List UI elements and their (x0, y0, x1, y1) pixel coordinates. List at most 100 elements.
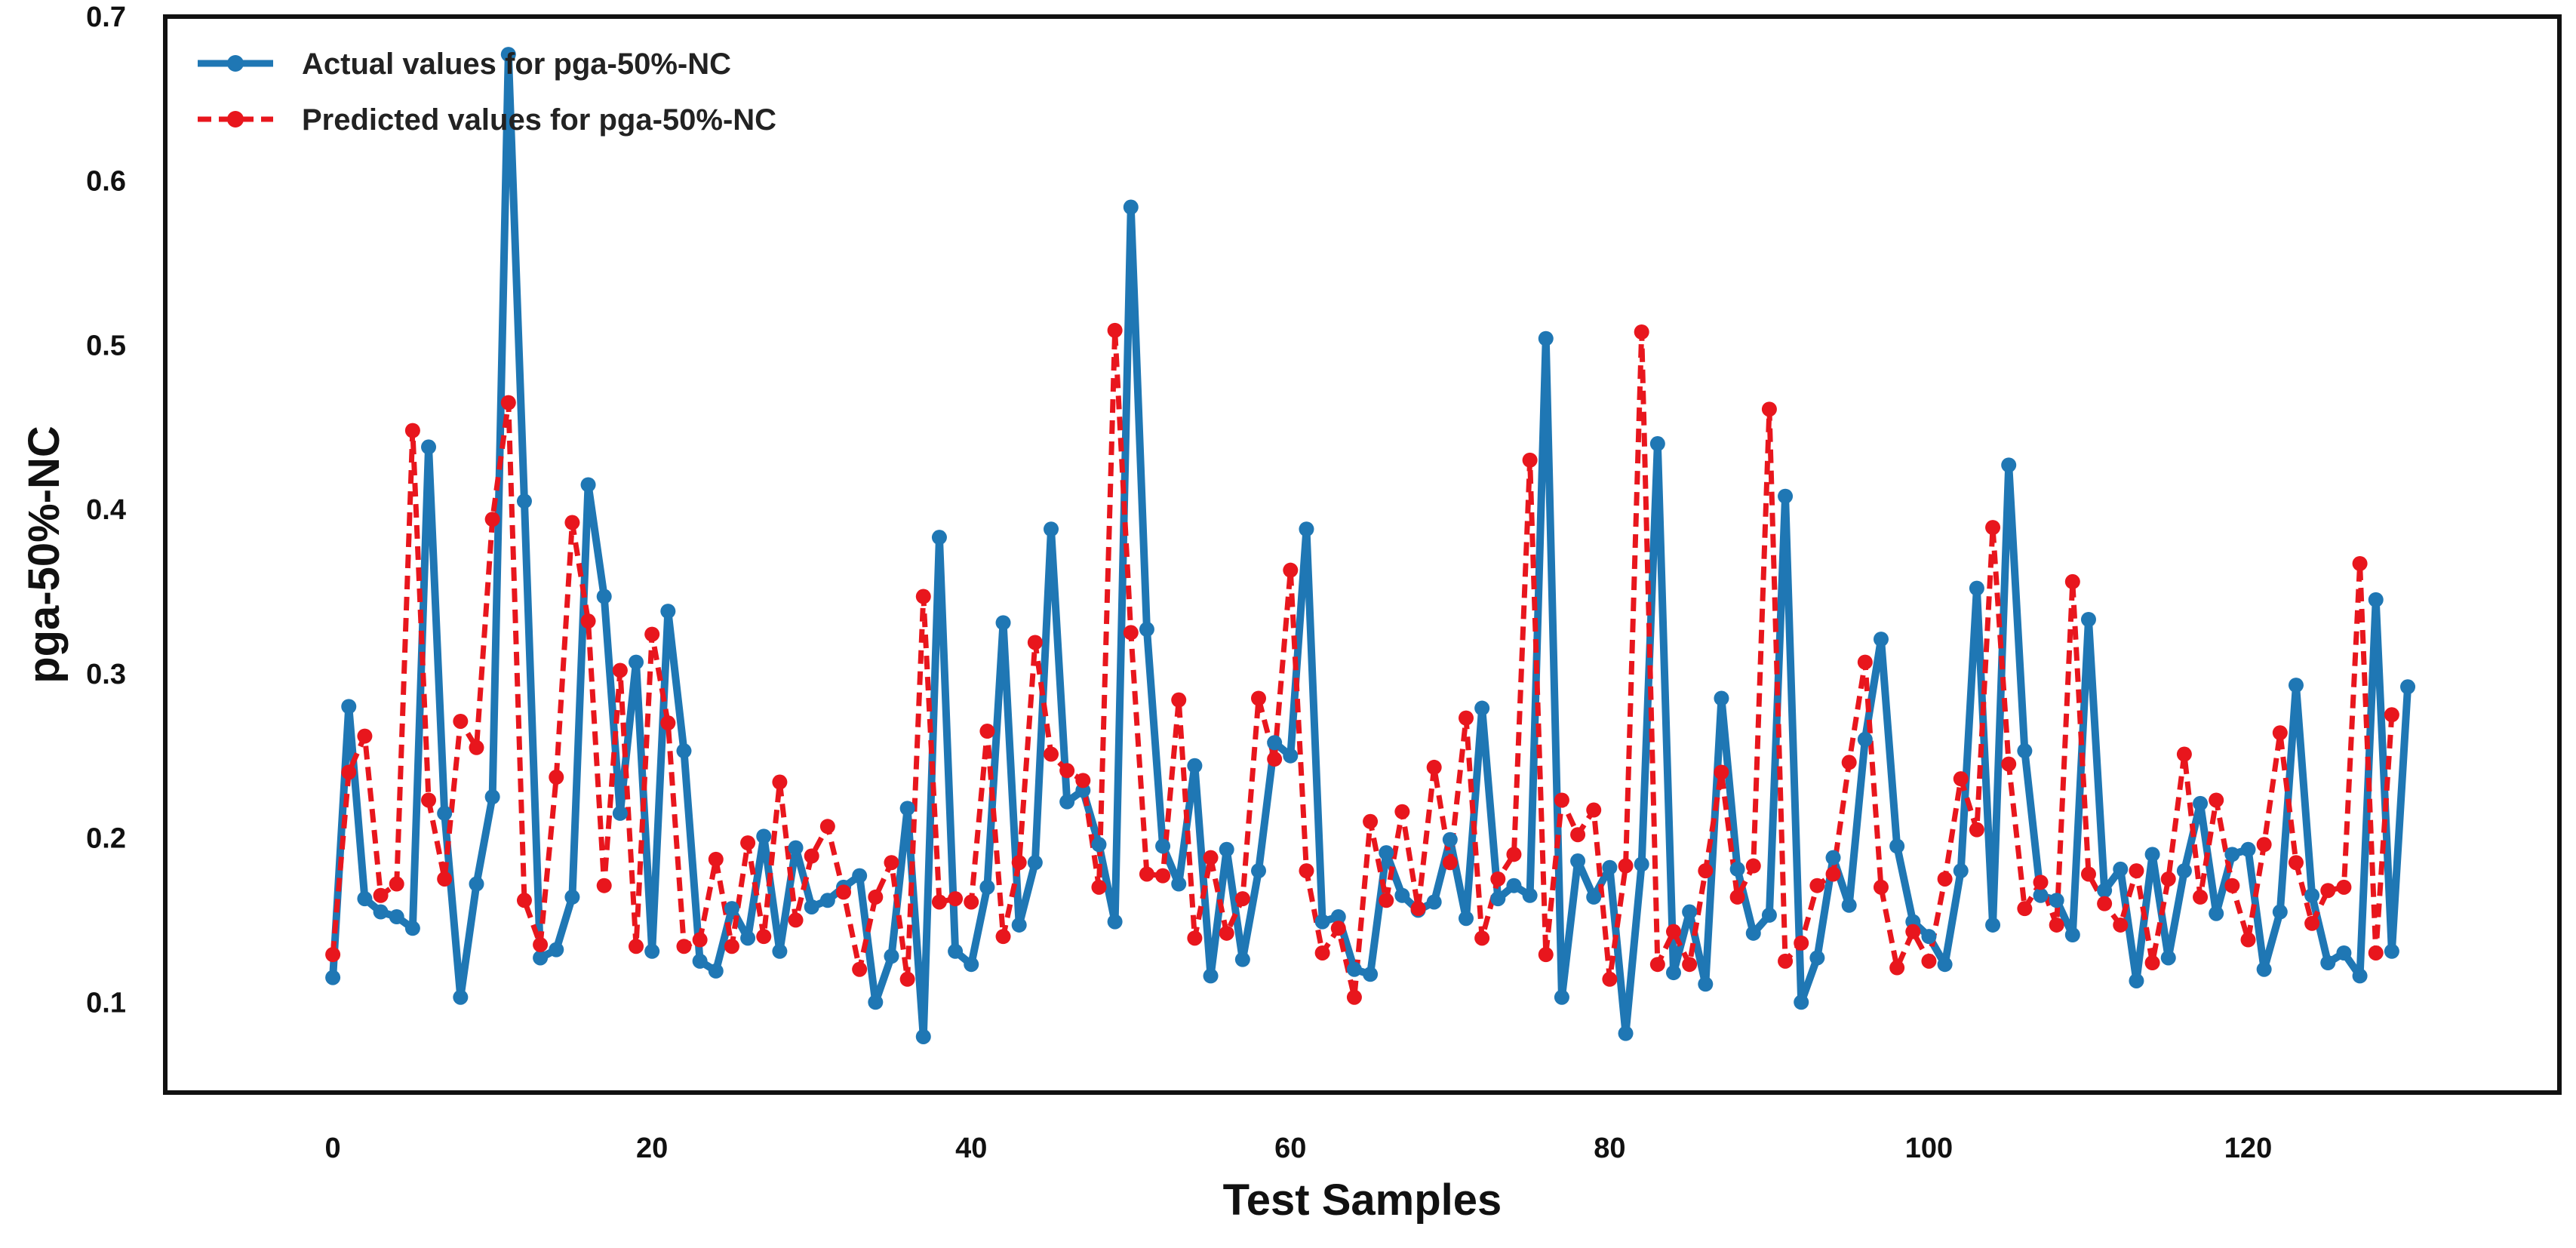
predicted-data-point (852, 961, 868, 977)
actual-data-point (1426, 894, 1442, 910)
y-axis: 0.1 0.2 0.3 0.4 0.5 0.6 0.7 (86, 2, 126, 1019)
predicted-data-point (804, 848, 819, 864)
predicted-data-point (580, 613, 596, 629)
predicted-data-point (1586, 802, 1602, 818)
actual-data-point (1091, 837, 1107, 853)
legend-marker-predicted (227, 111, 244, 128)
actual-data-point (1171, 876, 1187, 892)
series-points-predicted (325, 322, 2399, 1005)
predicted-data-point (1155, 868, 1171, 884)
predicted-data-point (931, 894, 947, 910)
actual-data-point (852, 868, 868, 884)
actual-data-point (1857, 731, 1873, 747)
actual-data-point (1123, 199, 1139, 215)
actual-data-point (868, 994, 884, 1010)
actual-data-point (1698, 976, 1714, 992)
actual-data-point (1219, 841, 1234, 857)
actual-data-point (1745, 925, 1761, 941)
predicted-data-point (1506, 847, 1522, 862)
actual-data-point (1921, 929, 1937, 945)
predicted-data-point (1953, 771, 1969, 787)
actual-data-point (404, 921, 420, 936)
actual-data-point (1778, 488, 1794, 504)
legend-label-actual: Actual values for pga-50%-NC (302, 48, 731, 81)
predicted-data-point (629, 939, 644, 954)
predicted-data-point (469, 739, 484, 755)
actual-data-point (915, 1028, 931, 1044)
predicted-data-point (836, 884, 852, 900)
x-tick-label: 100 (1905, 1133, 1953, 1164)
actual-data-point (2256, 961, 2272, 977)
actual-data-point (1011, 917, 1027, 933)
actual-data-point (1649, 436, 1665, 452)
actual-data-point (1873, 632, 1889, 647)
actual-data-point (1794, 994, 1809, 1010)
predicted-data-point (756, 929, 772, 945)
actual-data-point (1714, 690, 1729, 706)
predicted-data-point (500, 395, 516, 410)
actual-data-point (1442, 831, 1458, 847)
predicted-data-point (1234, 891, 1250, 907)
predicted-data-point (2033, 875, 2049, 890)
predicted-data-point (1873, 879, 1889, 895)
x-tick-label: 80 (1594, 1133, 1625, 1164)
actual-data-point (2336, 945, 2352, 961)
actual-data-point (788, 840, 804, 856)
actual-data-point (2097, 883, 2113, 899)
predicted-data-point (1985, 520, 2001, 536)
predicted-data-point (2240, 932, 2256, 948)
predicted-data-point (1969, 822, 1984, 838)
actual-data-point (995, 615, 1011, 631)
predicted-data-point (421, 792, 437, 808)
predicted-data-point (1937, 871, 1953, 887)
actual-data-point (2288, 678, 2304, 693)
actual-data-point (2384, 943, 2399, 959)
predicted-data-point (549, 770, 564, 785)
actual-data-point (1889, 838, 1905, 854)
actual-data-point (2400, 679, 2416, 695)
predicted-data-point (596, 878, 612, 893)
predicted-data-point (1714, 764, 1729, 780)
actual-data-point (549, 942, 564, 958)
actual-data-point (1969, 580, 1984, 596)
predicted-data-point (2352, 555, 2368, 571)
predicted-data-point (964, 894, 979, 910)
y-tick-label: 0.1 (86, 987, 126, 1019)
predicted-data-point (2193, 889, 2209, 905)
predicted-data-point (341, 764, 357, 780)
predicted-data-point (1394, 804, 1410, 819)
predicted-data-point (1905, 924, 1921, 939)
actual-data-point (2176, 863, 2192, 879)
actual-data-point (437, 805, 453, 821)
predicted-data-point (1346, 989, 1362, 1005)
plot-area-marks (325, 47, 2416, 1044)
predicted-data-point (915, 589, 931, 604)
predicted-data-point (484, 512, 500, 527)
y-axis-title: pga-50%-NC (20, 426, 69, 684)
actual-data-point (2304, 887, 2320, 903)
predicted-data-point (1314, 945, 1330, 961)
actual-data-point (1618, 1025, 1634, 1041)
actual-data-point (1586, 889, 1602, 905)
y-tick-label: 0.2 (86, 823, 126, 855)
x-tick-label: 60 (1274, 1133, 1306, 1164)
actual-data-point (1825, 850, 1841, 865)
predicted-data-point (948, 891, 964, 907)
predicted-data-point (1778, 953, 1794, 969)
predicted-data-point (2336, 879, 2352, 895)
predicted-data-point (1698, 863, 1714, 879)
actual-data-point (1985, 917, 2001, 933)
predicted-data-point (1490, 871, 1506, 887)
actual-data-point (516, 493, 532, 509)
predicted-data-point (2113, 917, 2129, 933)
actual-data-point (1059, 794, 1075, 810)
actual-data-point (931, 530, 947, 546)
actual-data-point (819, 893, 835, 908)
actual-data-point (1490, 891, 1506, 907)
predicted-data-point (1251, 690, 1266, 706)
predicted-data-point (2256, 837, 2272, 853)
actual-data-point (2368, 592, 2384, 607)
actual-data-point (357, 891, 373, 907)
actual-data-point (2352, 968, 2368, 984)
x-tick-label: 120 (2224, 1133, 2272, 1164)
